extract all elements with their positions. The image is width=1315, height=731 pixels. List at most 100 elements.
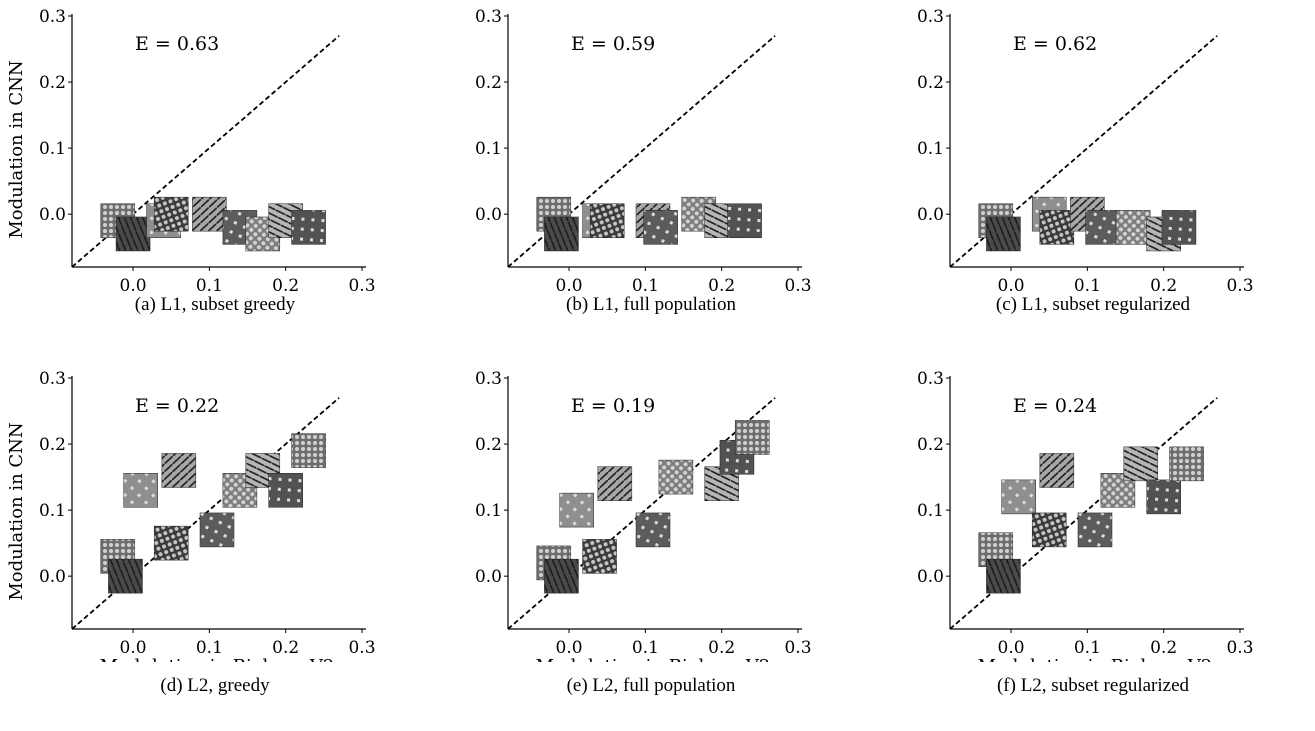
texture-point-d: [161, 453, 197, 488]
x-axis-label-d: Modulation in Biology, V2: [100, 656, 335, 662]
texture-point-b: [643, 210, 678, 245]
texture-point-e: [597, 466, 633, 501]
texture-point-e: [559, 492, 594, 528]
error-annotation-a: E = 0.63: [135, 33, 219, 55]
y-tick-label-e: 0.1: [475, 501, 502, 521]
error-annotation-c: E = 0.62: [1013, 33, 1097, 55]
x-tick-label-d: 0.1: [196, 638, 223, 658]
y-tick-label-a: 0.2: [39, 73, 66, 93]
chart-panel-b: 0.0 0.1 0.2 0.3 0.0 0.1 0.2 0.3 E = 0.59 (b) L1,…: [436, 0, 866, 365]
scatter-plot-a: 0.0 0.1 0.2 0.3 0.0 0.1 0.2 0.3 E = 0.63 Modulati…: [6, 7, 376, 296]
x-tick-label-b: 0.2: [708, 276, 735, 296]
texture-point-b: [727, 203, 762, 239]
x-tick-label-e: 0.1: [632, 638, 659, 658]
texture-point-d: [108, 558, 143, 594]
scatter-plot-f: 0.0 0.1 0.2 0.3 0.0 0.1 0.2 0.3 E = 0.24 Modulati…: [917, 369, 1254, 662]
y-tick-label-e: 0.0: [475, 567, 502, 587]
texture-point-a: [115, 216, 151, 252]
x-tick-label-f: 0.3: [1226, 638, 1253, 658]
chart-panel-d: 0.0 0.1 0.2 0.3 0.0 0.1 0.2 0.3 E = 0.22 Modulati…: [0, 362, 430, 727]
x-tick-label-d: 0.3: [348, 638, 375, 658]
y-tick-label-a: 0.0: [39, 205, 66, 225]
y-tick-label-c: 0.1: [917, 139, 944, 159]
x-tick-label-a: 0.0: [120, 276, 147, 296]
error-annotation-f: E = 0.24: [1013, 395, 1097, 417]
x-tick-label-c: 0.2: [1150, 276, 1177, 296]
scatter-plot-c: 0.0 0.1 0.2 0.3 0.0 0.1 0.2 0.3 E = 0.62: [917, 7, 1254, 296]
caption-b: (b) L1, full population: [566, 294, 736, 315]
y-tick-label-b: 0.3: [475, 7, 502, 27]
x-tick-label-e: 0.3: [784, 638, 811, 658]
texture-point-e: [582, 539, 617, 574]
texture-point-f: [1169, 446, 1204, 482]
y-tick-label-b: 0.2: [475, 73, 502, 93]
texture-point-e: [635, 512, 671, 548]
y-tick-label-c: 0.2: [917, 73, 944, 93]
chart-panel-c: 0.0 0.1 0.2 0.3 0.0 0.1 0.2 0.3 E = 0.62 (c) L1,…: [878, 0, 1308, 365]
texture-point-b: [544, 216, 579, 252]
scatter-plot-d: 0.0 0.1 0.2 0.3 0.0 0.1 0.2 0.3 E = 0.22 Modulati…: [6, 369, 376, 662]
texture-point-a: [153, 196, 189, 232]
error-annotation-b: E = 0.59: [571, 33, 655, 55]
y-tick-label-a: 0.3: [39, 7, 66, 27]
y-tick-label-d: 0.0: [39, 567, 66, 587]
x-tick-label-b: 0.1: [632, 276, 659, 296]
x-tick-label-f: 0.2: [1150, 638, 1177, 658]
y-tick-label-d: 0.3: [39, 369, 66, 389]
texture-point-c: [1085, 210, 1120, 245]
y-axis-label-d: Modulation in CNN: [6, 422, 27, 600]
y-tick-label-a: 0.1: [39, 139, 66, 159]
y-tick-label-f: 0.1: [917, 501, 944, 521]
chart-panel-e: 0.0 0.1 0.2 0.3 0.0 0.1 0.2 0.3 E = 0.19 Modulati…: [436, 362, 866, 727]
texture-point-c: [1039, 210, 1075, 245]
texture-point-e: [734, 420, 770, 455]
x-tick-label-b: 0.3: [784, 276, 811, 296]
y-tick-label-f: 0.3: [917, 369, 944, 389]
scatter-plot-e: 0.0 0.1 0.2 0.3 0.0 0.1 0.2 0.3 E = 0.19 Modulati…: [475, 369, 812, 662]
y-tick-label-d: 0.1: [39, 501, 66, 521]
x-tick-label-c: 0.3: [1226, 276, 1253, 296]
texture-point-d: [153, 525, 189, 561]
caption-f: (f) L2, subset regularized: [996, 675, 1190, 696]
error-annotation-d: E = 0.22: [135, 395, 219, 417]
chart-panel-a: 0.0 0.1 0.2 0.3 0.0 0.1 0.2 0.3 E = 0.63 Modulati…: [0, 0, 430, 365]
y-axis-label-a: Modulation in CNN: [6, 60, 27, 238]
texture-point-d: [123, 473, 158, 508]
scatter-plot-b: 0.0 0.1 0.2 0.3 0.0 0.1 0.2 0.3 E = 0.59: [475, 7, 812, 296]
x-axis-label-f: Modulation in Biology, V2: [978, 656, 1213, 662]
chart-panel-f: 0.0 0.1 0.2 0.3 0.0 0.1 0.2 0.3 E = 0.24 Modulati…: [878, 362, 1308, 727]
caption-a: (a) L1, subset greedy: [134, 294, 296, 315]
caption-d: (d) L2, greedy: [160, 675, 270, 696]
x-tick-label-d: 0.2: [272, 638, 299, 658]
texture-point-c: [1115, 210, 1151, 245]
x-axis-label-e: Modulation in Biology, V2: [536, 656, 771, 662]
caption-e: (e) L2, full population: [566, 675, 736, 696]
x-tick-label-a: 0.3: [348, 276, 375, 296]
texture-point-d: [199, 512, 235, 548]
texture-point-a: [291, 210, 326, 245]
x-tick-label-c: 0.0: [998, 276, 1025, 296]
texture-point-d: [268, 473, 303, 508]
texture-point-f: [1039, 453, 1075, 488]
x-tick-label-e: 0.0: [556, 638, 583, 658]
y-tick-label-e: 0.3: [475, 369, 502, 389]
texture-point-f: [1001, 479, 1036, 515]
texture-point-a: [192, 196, 227, 232]
y-tick-label-c: 0.0: [917, 205, 944, 225]
x-tick-label-f: 0.1: [1074, 638, 1101, 658]
x-tick-label-b: 0.0: [556, 276, 583, 296]
x-tick-label-a: 0.2: [272, 276, 299, 296]
texture-point-c: [1161, 210, 1197, 245]
texture-point-f: [1146, 479, 1181, 515]
texture-point-d: [291, 433, 326, 468]
y-tick-label-f: 0.2: [917, 435, 944, 455]
y-tick-label-b: 0.1: [475, 139, 502, 159]
error-annotation-e: E = 0.19: [571, 395, 655, 417]
y-tick-label-f: 0.0: [917, 567, 944, 587]
texture-point-f: [986, 558, 1021, 594]
y-tick-label-b: 0.0: [475, 205, 502, 225]
x-tick-label-d: 0.0: [120, 638, 147, 658]
texture-point-f: [1123, 446, 1159, 482]
texture-point-f: [1031, 512, 1067, 548]
y-tick-label-e: 0.2: [475, 435, 502, 455]
